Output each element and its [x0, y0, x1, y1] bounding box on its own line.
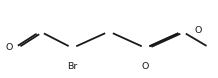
Text: Br: Br — [67, 62, 78, 71]
Text: O: O — [142, 62, 149, 71]
Text: O: O — [5, 43, 13, 52]
Text: O: O — [194, 26, 201, 35]
